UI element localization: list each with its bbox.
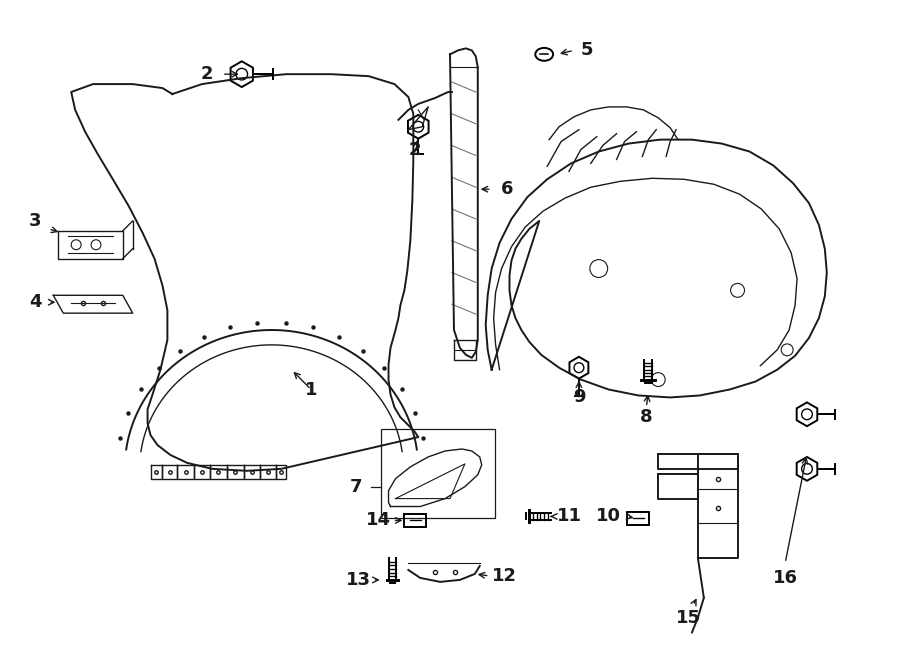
- Text: 14: 14: [366, 512, 392, 530]
- Text: 13: 13: [346, 571, 372, 589]
- Text: 15: 15: [676, 608, 700, 626]
- Text: 4: 4: [30, 293, 41, 311]
- Text: 7: 7: [349, 478, 362, 496]
- Text: 12: 12: [492, 567, 517, 585]
- Bar: [404, 514, 427, 527]
- Text: 8: 8: [640, 408, 652, 426]
- Text: 9: 9: [572, 389, 585, 406]
- Text: 2: 2: [201, 65, 213, 83]
- Text: 1: 1: [305, 381, 318, 399]
- Bar: [627, 512, 649, 525]
- Bar: [381, 429, 495, 518]
- Text: 16: 16: [773, 569, 797, 587]
- Text: 6: 6: [501, 180, 514, 198]
- Text: 11: 11: [556, 508, 581, 526]
- Text: 2: 2: [409, 140, 421, 158]
- Text: 5: 5: [580, 41, 593, 60]
- Text: 10: 10: [596, 508, 621, 526]
- Text: 3: 3: [30, 212, 41, 230]
